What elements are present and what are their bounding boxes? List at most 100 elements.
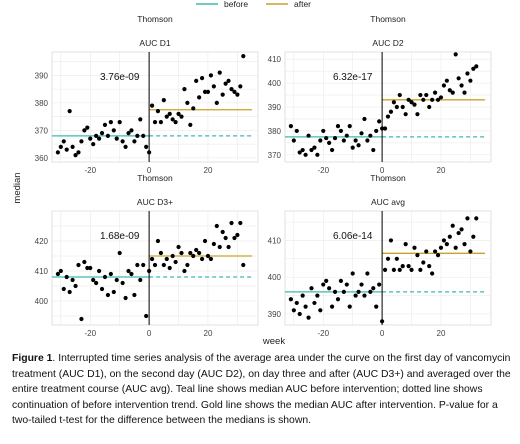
y-tick-label: 400 [268,79,282,88]
p-value-annotation: 6.06e-14 [333,231,373,242]
data-point [149,103,155,108]
data-point [391,100,396,105]
x-tick-label: -20 [317,329,329,338]
data-point [108,120,113,125]
data-point [341,138,346,143]
p-value-annotation: 6.32e-17 [333,72,373,83]
x-tick-label: -20 [84,166,96,175]
data-point [344,282,349,287]
data-point [58,144,63,149]
data-point [288,124,293,129]
data-point [205,89,211,94]
data-point [409,100,414,105]
data-point [141,262,146,268]
data-point [67,109,72,114]
data-point [182,268,187,274]
data-point [412,102,417,107]
data-point [111,128,116,133]
figure-caption: Figure 1. Interrupted time series analys… [12,351,512,429]
y-axis-label: median [12,172,23,203]
data-point [421,260,426,265]
chart-panel: Thomson AUC avg -20 0 20 390 400 410 6.06e-14 [268,173,492,338]
data-point [76,262,81,268]
data-point [223,81,228,86]
data-point [217,244,222,250]
data-point [99,131,105,136]
panel-title: AUC D2 [372,38,403,48]
data-point [415,112,420,117]
data-point [397,92,402,98]
data-point [427,104,432,110]
data-point [394,104,399,110]
y-tick-label: 380 [35,99,49,108]
data-point [385,256,391,261]
data-point [173,259,178,265]
p-value-annotation: 3.76e-09 [100,72,140,83]
data-point [123,295,128,301]
data-point [102,122,108,127]
data-point [462,90,467,95]
data-point [164,256,169,262]
data-point [179,114,184,119]
data-point [368,289,373,295]
y-tick-label: 420 [35,237,49,246]
data-point [324,135,329,141]
data-point [220,92,225,97]
data-point [388,238,394,243]
data-point [335,124,341,129]
y-tick-label: 410 [268,236,282,245]
y-tick-label: 390 [35,71,49,80]
data-point [382,126,388,131]
data-point [297,311,302,317]
data-point [132,139,137,144]
x-tick-label: 0 [380,166,385,175]
data-point [300,293,305,298]
data-point [70,277,75,283]
data-point [194,78,199,83]
data-point [176,244,181,250]
data-point [208,73,214,78]
data-point [79,139,84,144]
data-point [161,262,166,268]
panel-strip-label: Thomson [137,14,173,24]
data-point [400,264,405,269]
data-point [147,268,152,274]
data-point [94,133,99,138]
data-point [468,249,473,254]
x-tick-label: 0 [147,166,152,175]
data-point [226,244,231,250]
data-point [111,289,116,295]
data-point [332,289,338,295]
data-point [406,97,411,102]
data-point [303,304,308,309]
data-point [338,278,344,283]
data-point [365,138,370,143]
x-axis-label: week [262,336,285,347]
data-point [61,286,66,292]
data-point [315,293,320,298]
data-point [158,120,163,125]
data-point [462,241,467,247]
data-point [135,262,140,268]
data-point [338,128,344,134]
data-point [327,140,332,145]
plot-area [51,210,259,326]
data-point [424,92,429,98]
data-point [450,90,455,95]
data-point [465,71,470,76]
data-point [135,133,140,138]
x-tick-label: -20 [84,329,96,338]
data-point [309,147,314,153]
y-tick-label: 390 [268,103,282,112]
data-point [188,250,193,256]
data-point [220,229,225,235]
y-tick-label: 400 [35,297,49,306]
plot-area [51,51,259,163]
x-tick-label: 20 [437,166,446,175]
data-point [55,150,60,155]
data-point [350,271,355,276]
data-point [79,316,84,322]
data-point [403,112,408,117]
data-point [94,280,99,286]
data-point [226,78,231,83]
